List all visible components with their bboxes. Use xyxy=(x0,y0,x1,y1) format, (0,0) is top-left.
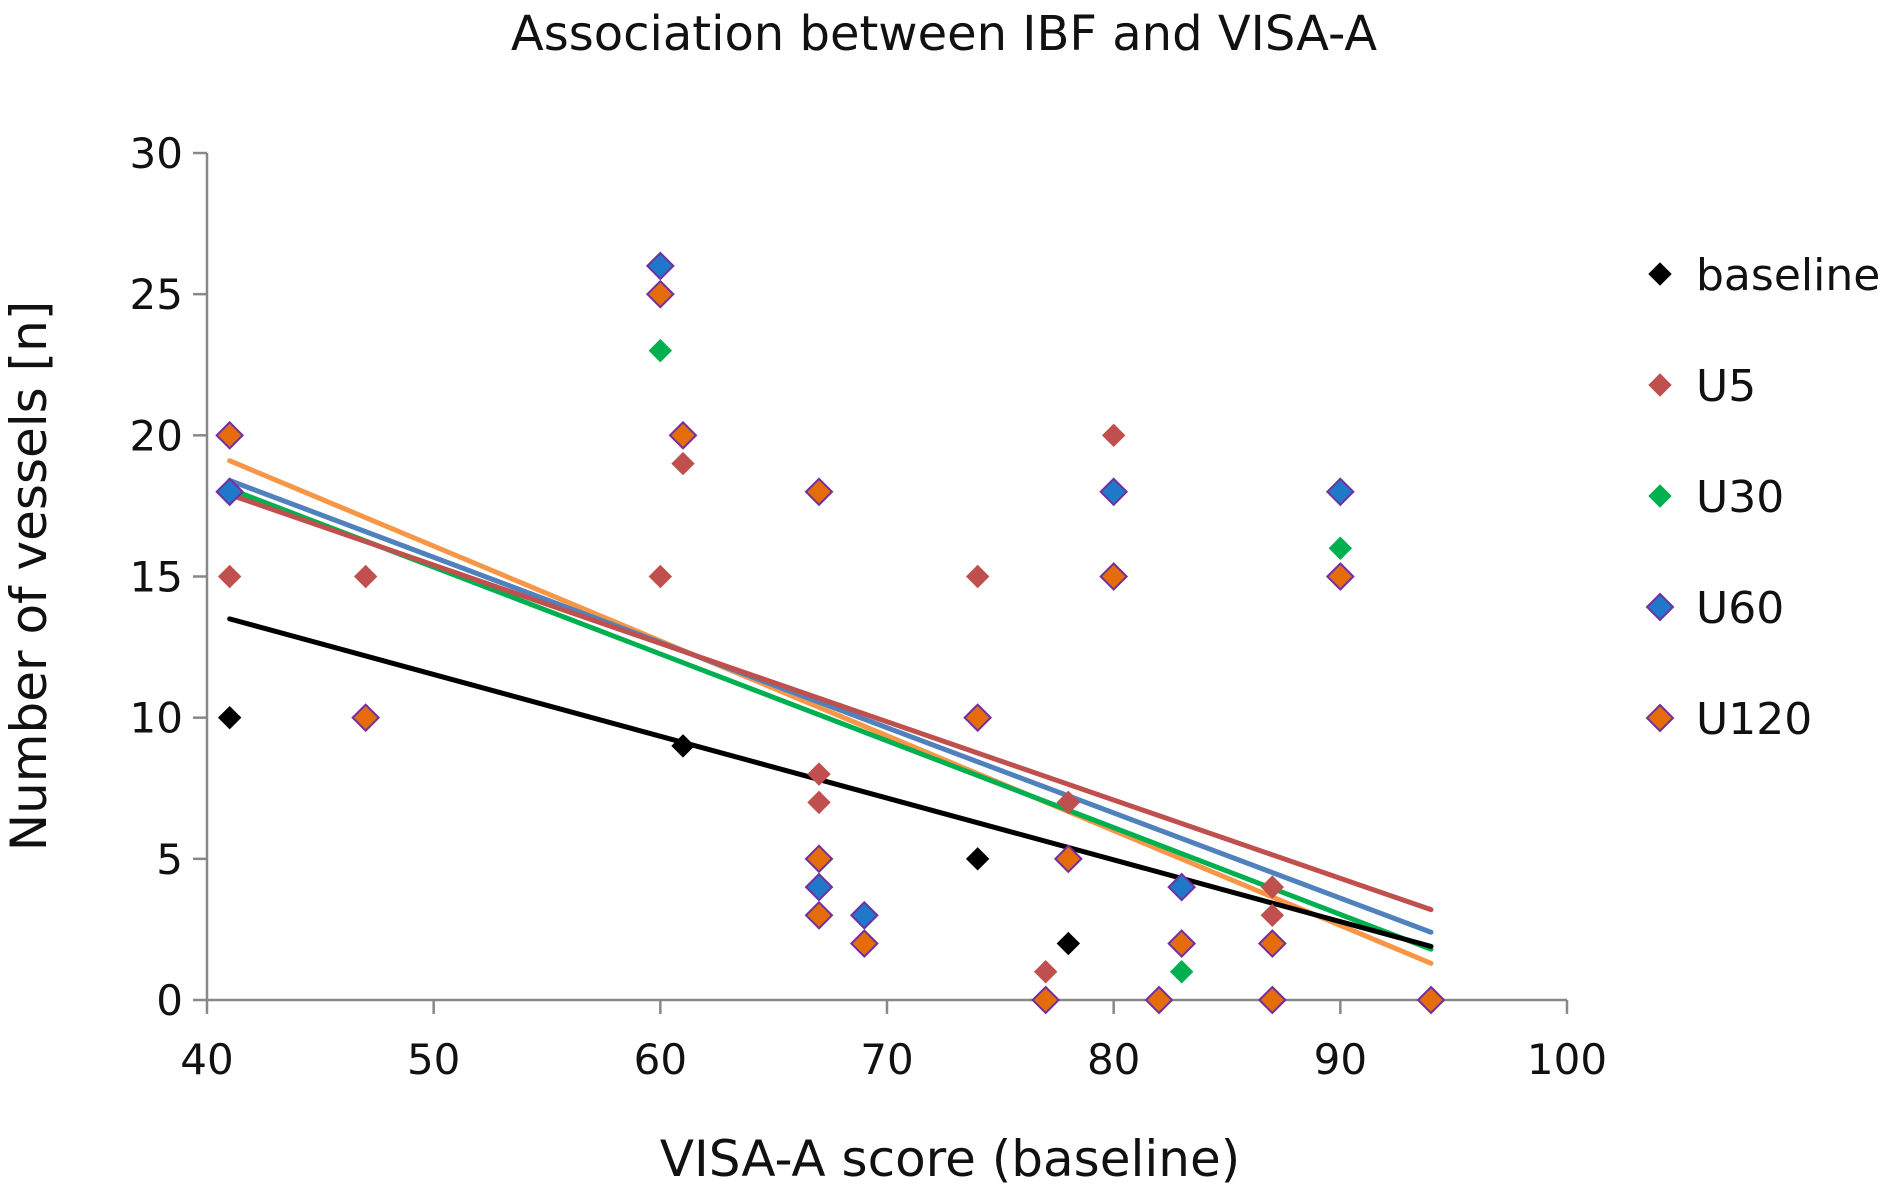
point-u120 xyxy=(1144,985,1174,1015)
point-baseline xyxy=(965,847,990,871)
point-u5 xyxy=(807,762,831,786)
point-u30 xyxy=(1169,960,1194,984)
y-tick-label: 15 xyxy=(130,553,183,602)
trendline-u60 xyxy=(227,478,1434,935)
point-u60 xyxy=(1325,477,1355,507)
point-u120 xyxy=(849,929,879,958)
y-tick-label: 10 xyxy=(130,694,183,743)
point-u120 xyxy=(215,420,245,450)
x-tick-label: 80 xyxy=(1087,1035,1140,1084)
chart-title: Association between IBF and VISA-A xyxy=(511,6,1377,62)
legend-marker-u120 xyxy=(1645,703,1675,733)
point-u120 xyxy=(645,279,675,309)
point-u5 xyxy=(1260,903,1285,928)
y-axis-title: Number of vessels [n] xyxy=(0,301,58,852)
y-tick-label: 5 xyxy=(156,835,183,884)
x-tick-label: 70 xyxy=(860,1035,913,1084)
x-axis-ticks: 40 50 60 70 80 90 100 xyxy=(180,1000,1607,1084)
point-u5 xyxy=(1101,423,1126,448)
point-u120 xyxy=(804,477,834,507)
plot-area: 0 5 10 15 20 25 30 40 50 60 70 80 90 100 xyxy=(130,129,1608,1084)
y-tick-label: 30 xyxy=(130,129,183,178)
legend-label-u5: U5 xyxy=(1696,361,1756,412)
point-u5 xyxy=(671,451,695,476)
y-tick-label: 0 xyxy=(156,976,183,1025)
legend-label-u120: U120 xyxy=(1696,694,1812,745)
point-u120 xyxy=(1167,929,1197,958)
x-axis-title: VISA-A score (baseline) xyxy=(660,1130,1240,1188)
point-u60 xyxy=(849,900,879,930)
legend: baseline U5 U30 U60 U120 xyxy=(1645,250,1880,745)
point-u120 xyxy=(351,703,381,733)
point-u5 xyxy=(965,564,990,589)
point-u5 xyxy=(353,564,378,589)
legend-label-u30: U30 xyxy=(1696,472,1784,523)
point-u120 xyxy=(1031,985,1061,1015)
point-baseline xyxy=(1056,931,1081,956)
point-u60 xyxy=(645,251,675,281)
point-u120 xyxy=(1257,985,1287,1015)
point-u60 xyxy=(215,477,245,507)
x-tick-label: 90 xyxy=(1314,1035,1367,1084)
point-u5 xyxy=(1260,875,1285,899)
trendline-u120 xyxy=(227,458,1434,966)
point-baseline xyxy=(671,734,695,758)
point-u5 xyxy=(648,564,673,589)
data-points xyxy=(215,251,1446,1015)
point-u120 xyxy=(804,900,834,930)
x-tick-label: 50 xyxy=(407,1035,460,1084)
legend-marker-u60 xyxy=(1645,592,1675,622)
point-u60 xyxy=(1167,872,1197,902)
trendlines xyxy=(227,458,1434,966)
point-u30 xyxy=(1328,536,1353,560)
x-tick-label: 60 xyxy=(634,1035,687,1084)
point-u5 xyxy=(1033,960,1058,984)
trendline-baseline xyxy=(227,616,1434,949)
y-tick-label: 20 xyxy=(130,411,183,460)
x-tick-label: 40 xyxy=(180,1035,233,1084)
point-u5 xyxy=(807,790,831,815)
legend-marker-baseline xyxy=(1648,262,1672,286)
point-u120 xyxy=(1257,929,1287,958)
trendline-u5 xyxy=(227,492,1434,913)
point-u5 xyxy=(1056,790,1081,815)
point-u120 xyxy=(1053,844,1083,874)
point-u60 xyxy=(804,872,834,902)
legend-label-baseline: baseline xyxy=(1696,250,1880,301)
legend-label-u60: U60 xyxy=(1696,583,1784,634)
point-baseline xyxy=(217,705,242,730)
point-u120 xyxy=(1099,562,1129,591)
point-u120 xyxy=(668,420,698,450)
point-u5 xyxy=(217,564,242,589)
x-tick-label: 100 xyxy=(1527,1035,1607,1084)
point-u120 xyxy=(1325,562,1355,591)
point-u120 xyxy=(1416,985,1446,1015)
legend-marker-u5 xyxy=(1648,373,1672,397)
point-u120 xyxy=(963,703,993,733)
y-axis-ticks: 0 5 10 15 20 25 30 xyxy=(130,129,207,1025)
point-u30 xyxy=(648,338,673,363)
point-u60 xyxy=(1099,477,1129,507)
point-u120 xyxy=(804,844,834,874)
y-tick-label: 25 xyxy=(130,270,183,319)
legend-marker-u30 xyxy=(1648,484,1672,508)
